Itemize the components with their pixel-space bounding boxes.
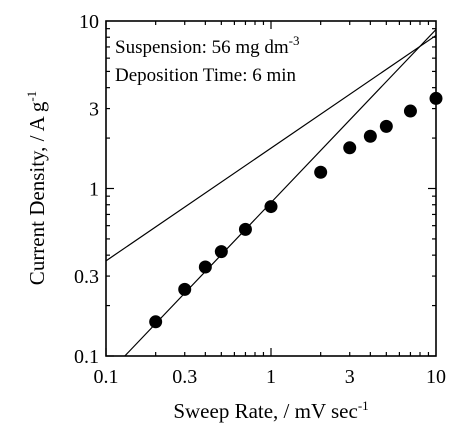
x-tick-label: 0.1: [94, 366, 119, 388]
x-axis-label: Sweep Rate, / mV sec-1: [173, 398, 368, 423]
data-point: [178, 282, 192, 296]
data-point: [149, 315, 163, 329]
data-point: [379, 119, 393, 133]
tick-marks: [105, 21, 436, 357]
y-tick-label: 0.3: [74, 266, 99, 288]
data-point: [403, 104, 417, 118]
x-tick-label: 3: [345, 366, 355, 388]
y-tick-label: 10: [79, 11, 99, 33]
y-tick-label: 1: [89, 179, 99, 201]
data-point: [198, 260, 212, 274]
data-point: [363, 129, 377, 143]
x-tick-label: 0.3: [172, 366, 197, 388]
tick-labels: 0.1 0.3 1 3 10 0.1 0.3 1 3 10: [74, 11, 446, 388]
data-point: [429, 91, 443, 105]
y-tick-label: 0.1: [74, 346, 99, 368]
fit-line: [106, 34, 436, 262]
annotation-suspension: Suspension: 56 mg dm-3: [115, 33, 300, 58]
annotation-box: Suspension: 56 mg dm-3 Deposition Time: …: [115, 33, 300, 86]
data-point: [238, 222, 252, 236]
data-point: [214, 245, 228, 259]
annotation-deposition-time: Deposition Time: 6 min: [115, 65, 297, 86]
data-point: [314, 165, 328, 179]
fit-line: [124, 29, 436, 356]
data-point: [343, 141, 357, 155]
data-points: [149, 91, 443, 329]
y-tick-label: 3: [89, 99, 99, 121]
x-tick-label: 1: [266, 366, 276, 388]
fit-lines: [106, 29, 436, 356]
x-tick-label: 10: [426, 366, 446, 388]
data-point: [264, 200, 278, 214]
y-axis-label: Current Density, / A g-1: [24, 91, 49, 285]
